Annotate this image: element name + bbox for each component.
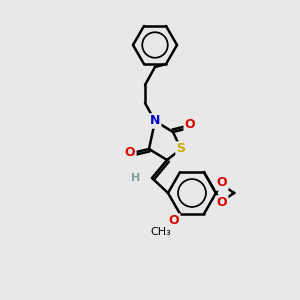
Text: N: N	[150, 115, 160, 128]
Text: O: O	[125, 146, 135, 158]
Text: O: O	[217, 176, 227, 190]
Text: O: O	[217, 196, 227, 209]
Text: O: O	[185, 118, 195, 131]
Text: O: O	[169, 214, 179, 227]
Text: S: S	[176, 142, 185, 155]
Text: H: H	[131, 173, 141, 183]
Text: CH₃: CH₃	[151, 227, 171, 237]
